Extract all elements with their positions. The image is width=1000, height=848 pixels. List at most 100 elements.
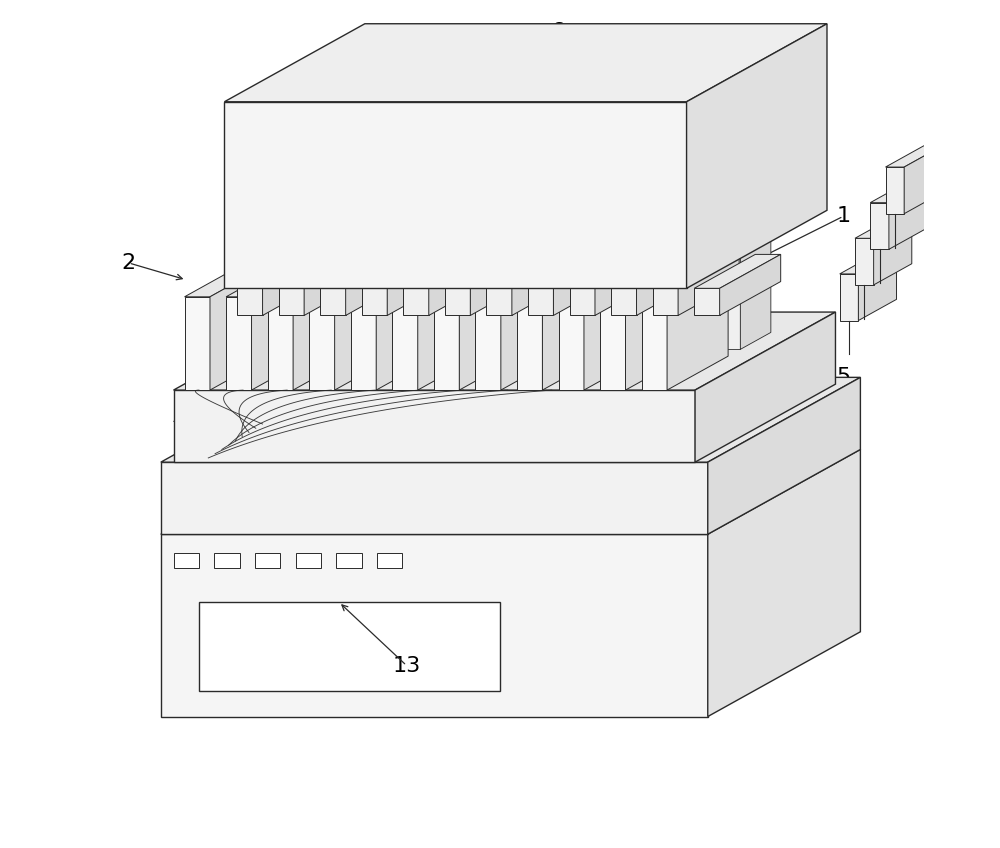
- Polygon shape: [595, 254, 656, 315]
- Polygon shape: [252, 263, 313, 390]
- Polygon shape: [210, 263, 271, 390]
- Polygon shape: [453, 375, 537, 462]
- Polygon shape: [507, 256, 533, 349]
- Polygon shape: [870, 203, 889, 249]
- Bar: [296, 553, 321, 568]
- Text: 6: 6: [551, 22, 565, 42]
- Polygon shape: [161, 462, 708, 534]
- Polygon shape: [387, 254, 448, 315]
- Polygon shape: [486, 254, 573, 288]
- Polygon shape: [600, 297, 626, 390]
- Polygon shape: [858, 253, 897, 321]
- Polygon shape: [590, 239, 646, 256]
- Polygon shape: [855, 238, 874, 285]
- Polygon shape: [547, 375, 662, 421]
- Polygon shape: [466, 239, 522, 256]
- Polygon shape: [351, 297, 376, 390]
- Polygon shape: [559, 297, 584, 390]
- Polygon shape: [678, 254, 739, 315]
- Polygon shape: [263, 254, 324, 315]
- Polygon shape: [611, 288, 637, 315]
- Text: 5: 5: [836, 367, 851, 388]
- Polygon shape: [507, 239, 563, 256]
- Polygon shape: [584, 263, 645, 390]
- Polygon shape: [631, 375, 745, 421]
- Polygon shape: [174, 390, 695, 462]
- Polygon shape: [855, 217, 912, 238]
- Polygon shape: [325, 239, 355, 349]
- Polygon shape: [631, 421, 661, 462]
- Polygon shape: [870, 181, 927, 203]
- Polygon shape: [600, 263, 687, 297]
- Polygon shape: [459, 263, 520, 390]
- Polygon shape: [161, 377, 860, 462]
- Polygon shape: [382, 239, 438, 256]
- Polygon shape: [886, 167, 904, 214]
- Polygon shape: [620, 375, 704, 462]
- Polygon shape: [381, 375, 496, 421]
- Polygon shape: [340, 421, 370, 462]
- Polygon shape: [382, 256, 408, 349]
- Polygon shape: [320, 254, 407, 288]
- Polygon shape: [287, 375, 371, 462]
- Polygon shape: [653, 254, 739, 288]
- Polygon shape: [708, 377, 860, 534]
- Polygon shape: [547, 421, 578, 462]
- Polygon shape: [470, 254, 531, 315]
- Polygon shape: [341, 239, 397, 256]
- Polygon shape: [528, 288, 553, 315]
- Polygon shape: [637, 254, 698, 315]
- Polygon shape: [246, 375, 330, 462]
- Polygon shape: [423, 375, 537, 421]
- Polygon shape: [329, 375, 413, 462]
- Polygon shape: [699, 239, 729, 349]
- Polygon shape: [224, 102, 687, 288]
- Bar: [214, 553, 240, 568]
- Polygon shape: [237, 288, 263, 315]
- Polygon shape: [257, 375, 371, 421]
- Polygon shape: [715, 256, 740, 349]
- Polygon shape: [840, 274, 858, 321]
- Polygon shape: [657, 239, 688, 349]
- Polygon shape: [549, 256, 574, 349]
- Polygon shape: [589, 421, 620, 462]
- Polygon shape: [486, 288, 512, 315]
- Polygon shape: [642, 297, 667, 390]
- Polygon shape: [517, 263, 603, 297]
- Polygon shape: [445, 254, 531, 288]
- Polygon shape: [434, 263, 520, 297]
- Polygon shape: [589, 375, 704, 421]
- Polygon shape: [224, 24, 827, 102]
- Polygon shape: [298, 421, 329, 462]
- Polygon shape: [204, 375, 288, 462]
- Polygon shape: [673, 256, 699, 349]
- Polygon shape: [346, 254, 407, 315]
- Polygon shape: [632, 239, 688, 256]
- Polygon shape: [570, 288, 595, 315]
- Polygon shape: [708, 449, 860, 717]
- Polygon shape: [226, 263, 313, 297]
- Polygon shape: [174, 312, 835, 390]
- Polygon shape: [667, 263, 728, 390]
- Polygon shape: [506, 421, 536, 462]
- Polygon shape: [362, 254, 448, 288]
- Polygon shape: [694, 254, 781, 288]
- Polygon shape: [464, 421, 495, 462]
- Polygon shape: [258, 256, 283, 349]
- Polygon shape: [215, 375, 330, 421]
- Polygon shape: [840, 253, 897, 274]
- Polygon shape: [475, 263, 562, 297]
- Polygon shape: [392, 263, 479, 297]
- Polygon shape: [687, 24, 827, 288]
- Polygon shape: [536, 375, 620, 462]
- Polygon shape: [370, 375, 454, 462]
- Polygon shape: [185, 297, 210, 390]
- Polygon shape: [429, 254, 490, 315]
- Polygon shape: [351, 263, 437, 297]
- Polygon shape: [392, 297, 418, 390]
- Polygon shape: [549, 239, 605, 256]
- Polygon shape: [418, 263, 479, 390]
- Text: 13: 13: [393, 656, 421, 676]
- Polygon shape: [434, 297, 459, 390]
- Polygon shape: [340, 375, 454, 421]
